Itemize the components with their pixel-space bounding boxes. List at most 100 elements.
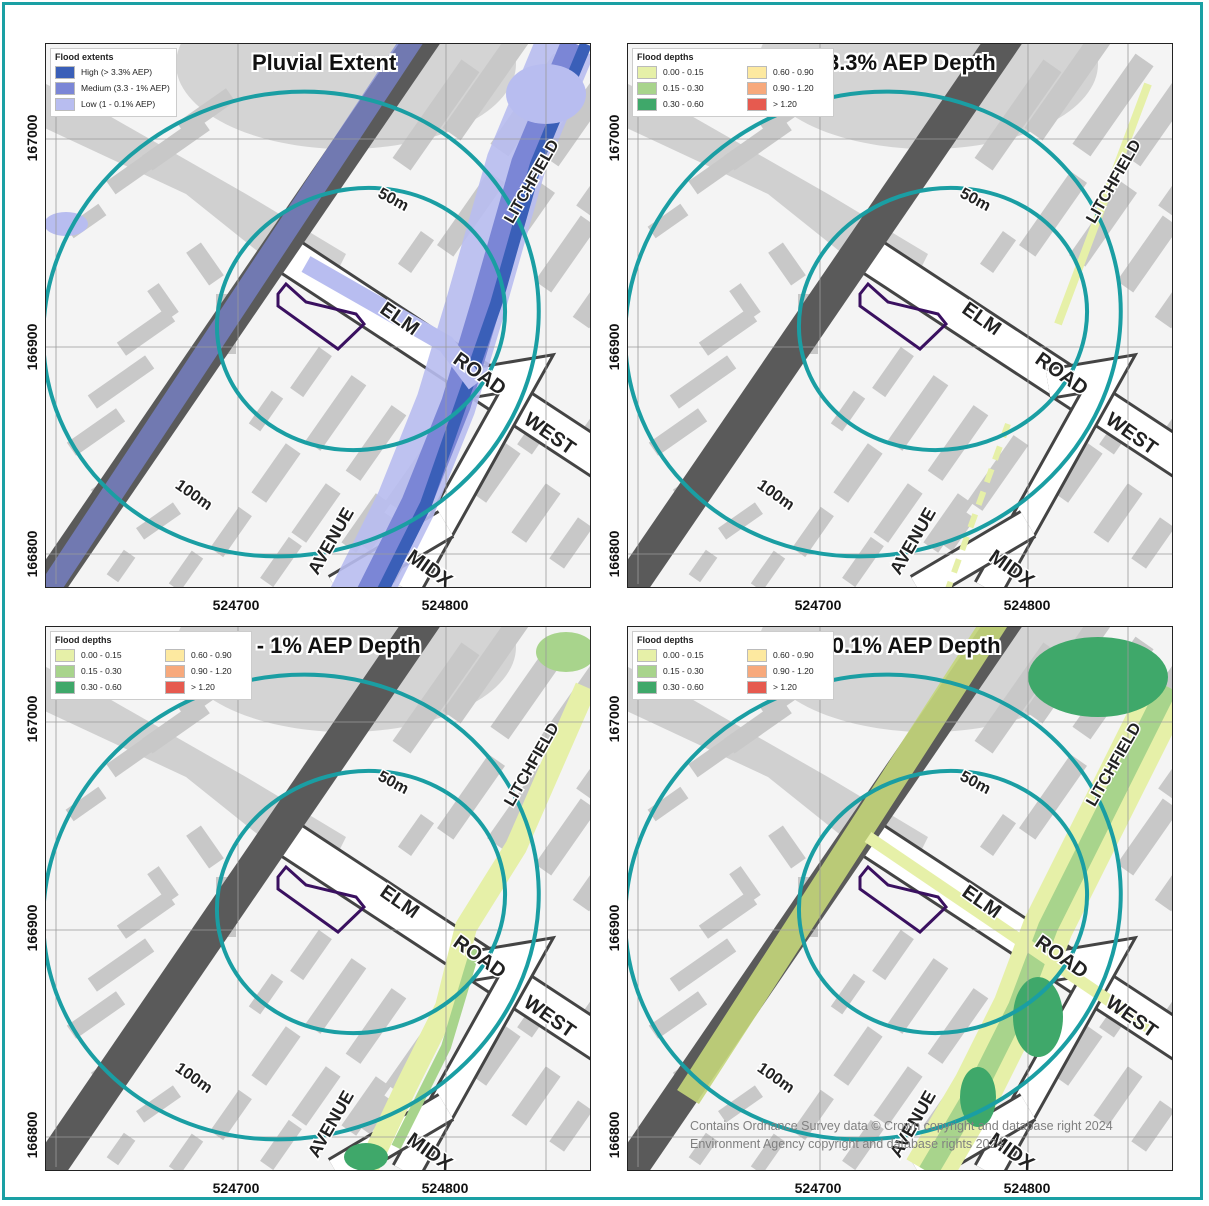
legend-item: > 1.20 bbox=[165, 679, 245, 695]
panel-medium-depth: 50m 100m ELM ROAD WEST AVENUE MIDX LITCHFIELD 3… bbox=[45, 626, 591, 1171]
building bbox=[669, 938, 737, 992]
flood-depth-mid bbox=[1013, 977, 1063, 1057]
flood-extent-medium bbox=[46, 44, 423, 587]
flood-depth-mid bbox=[344, 1143, 388, 1170]
building bbox=[106, 149, 161, 195]
building bbox=[511, 1066, 561, 1126]
legend-label: > 1.20 bbox=[191, 682, 215, 692]
building bbox=[768, 242, 806, 286]
building bbox=[648, 991, 708, 1039]
building bbox=[698, 308, 758, 356]
y-tick-label: 167000 bbox=[606, 114, 622, 162]
y-tick-label: 166800 bbox=[606, 1111, 622, 1159]
building bbox=[718, 1085, 763, 1123]
legend-label: Medium (3.3 - 1% AEP) bbox=[81, 83, 170, 93]
building bbox=[210, 506, 252, 558]
building bbox=[471, 1026, 521, 1086]
building bbox=[1018, 754, 1088, 840]
flood-depth-shallow bbox=[1054, 82, 1152, 326]
building bbox=[648, 408, 708, 456]
flood-depth-mid bbox=[1028, 637, 1168, 717]
building bbox=[106, 549, 136, 583]
railway-line bbox=[46, 627, 440, 1170]
legend-label: > 1.20 bbox=[773, 682, 797, 692]
building bbox=[1122, 63, 1172, 167]
building bbox=[251, 1026, 301, 1086]
building bbox=[397, 231, 435, 273]
legend-label: 0.15 - 0.30 bbox=[663, 83, 704, 93]
building bbox=[291, 1066, 341, 1126]
building bbox=[750, 550, 786, 587]
building bbox=[688, 732, 743, 778]
legend-label: 0.30 - 0.60 bbox=[81, 682, 122, 692]
legend-label: 0.60 - 0.90 bbox=[773, 650, 814, 660]
legend-swatch bbox=[55, 680, 75, 694]
legend-swatch bbox=[637, 680, 657, 694]
building bbox=[345, 405, 407, 481]
building bbox=[392, 642, 480, 754]
building bbox=[442, 627, 530, 724]
copyright-line: Environment Agency copyright and databas… bbox=[690, 1137, 1004, 1151]
building bbox=[291, 483, 341, 543]
legend-label: 0.00 - 0.15 bbox=[81, 650, 122, 660]
building bbox=[511, 483, 561, 543]
x-tick-label: 524800 bbox=[1003, 597, 1051, 613]
flood-extent-high bbox=[377, 44, 590, 587]
legend-label: 0.60 - 0.90 bbox=[191, 650, 232, 660]
y-tick-label: 166900 bbox=[606, 904, 622, 952]
y-tick-label: 166900 bbox=[24, 323, 40, 371]
legend-swatch bbox=[637, 97, 657, 111]
legend-swatch bbox=[55, 648, 75, 662]
legend-item: 0.30 - 0.60 bbox=[637, 96, 747, 112]
x-tick-label: 524700 bbox=[212, 597, 260, 613]
building bbox=[1024, 44, 1112, 141]
flood-depth-mid bbox=[960, 1067, 996, 1127]
x-tick-label: 524700 bbox=[212, 1180, 260, 1196]
legend-swatch bbox=[165, 680, 185, 694]
building bbox=[210, 1089, 252, 1141]
building bbox=[549, 517, 590, 569]
building bbox=[887, 958, 949, 1034]
flood-depth-shallow bbox=[864, 832, 1152, 1032]
legend-item: 0.15 - 0.30 bbox=[637, 80, 747, 96]
legend-item: 0.15 - 0.30 bbox=[55, 663, 165, 679]
building bbox=[833, 1026, 883, 1086]
legend-swatch bbox=[55, 65, 75, 79]
panel-high-depth: 50m 100m ELM ROAD WEST AVENUE MIDX LITCHFIELD >… bbox=[627, 43, 1173, 588]
building bbox=[1116, 215, 1172, 293]
legend-label: Low (1 - 0.1% AEP) bbox=[81, 99, 156, 109]
y-tick-label: 166800 bbox=[24, 530, 40, 578]
building bbox=[147, 866, 179, 903]
legend-swatch bbox=[747, 65, 767, 79]
legend-swatch bbox=[747, 648, 767, 662]
legend-title: Flood extents bbox=[55, 52, 114, 62]
building bbox=[248, 973, 284, 1015]
y-tick-label: 166900 bbox=[24, 904, 40, 952]
building bbox=[106, 1132, 136, 1166]
legend-item: 0.60 - 0.90 bbox=[165, 647, 245, 663]
building bbox=[1018, 171, 1088, 257]
legend-item: 0.90 - 1.20 bbox=[747, 80, 827, 96]
x-tick-label: 524700 bbox=[794, 1180, 842, 1196]
building bbox=[290, 346, 332, 398]
building bbox=[842, 536, 884, 587]
legend-swatch bbox=[637, 648, 657, 662]
building bbox=[136, 502, 181, 540]
flood-depth-shallow bbox=[945, 422, 1011, 587]
legend-swatch bbox=[747, 664, 767, 678]
building bbox=[873, 483, 923, 543]
legend-item: 0.30 - 0.60 bbox=[637, 679, 747, 695]
building bbox=[251, 443, 301, 503]
building bbox=[792, 1089, 834, 1141]
building bbox=[87, 355, 155, 409]
building bbox=[392, 59, 480, 171]
building bbox=[66, 991, 126, 1039]
building bbox=[647, 786, 689, 822]
